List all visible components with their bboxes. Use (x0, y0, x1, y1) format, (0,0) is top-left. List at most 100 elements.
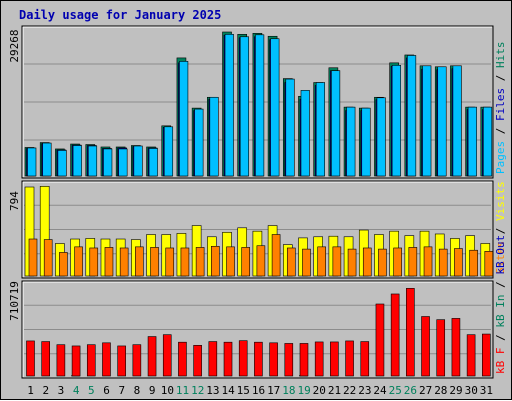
x-tick-label: 27 (419, 384, 432, 397)
x-tick-label: 20 (313, 384, 326, 397)
bar-kb-f (284, 343, 294, 377)
legend-entry: Files (494, 88, 507, 121)
bar-kb-f (466, 334, 476, 377)
bar-sites (180, 247, 190, 277)
bar-kb-f (117, 345, 126, 377)
bar-pages (422, 65, 432, 177)
bar-kb-f (147, 336, 157, 377)
bar-kb-f (299, 343, 309, 377)
bar-sites (226, 246, 235, 277)
bar-kb-f (451, 318, 461, 377)
bar-sites (59, 252, 68, 277)
legend-separator: / (494, 328, 507, 348)
bar-pages (209, 96, 219, 177)
bar-pages (57, 150, 67, 177)
x-tick-label: 31 (480, 384, 493, 397)
bar-kb-f (162, 334, 172, 377)
bar-pages (239, 36, 250, 177)
bar-pages (42, 142, 52, 177)
legend-separator: / (494, 275, 507, 295)
bar-sites (241, 247, 251, 277)
x-tick-label: 24 (373, 384, 387, 397)
bar-kb-f (238, 340, 248, 377)
bar-pages (285, 78, 295, 177)
x-tick-label: 9 (149, 384, 156, 397)
x-tick-label: 10 (161, 384, 174, 397)
bar-sites (74, 246, 83, 277)
bar-pages (452, 65, 462, 177)
legend-3: kB F / kB In / kB Out (494, 235, 507, 374)
bar-pages (179, 61, 189, 177)
bar-sites (393, 247, 402, 277)
bar-kb-f (41, 341, 50, 377)
x-tick-label: 2 (42, 384, 49, 397)
bar-sites (484, 251, 494, 277)
bar-kb-f (375, 303, 385, 377)
x-tick-label: 25 (389, 384, 402, 397)
bar-pages (194, 108, 204, 177)
x-tick-label: 30 (465, 384, 478, 397)
x-tick-label: 7 (118, 384, 125, 397)
bar-kb-f (482, 333, 491, 377)
bar-kb-f (223, 341, 233, 377)
bar-sites (135, 246, 144, 277)
bar-pages (331, 70, 341, 177)
legend-entry: kB Out (494, 235, 507, 275)
bar-sites (423, 246, 433, 277)
bar-kb-f (102, 342, 111, 377)
bar-kb-f (406, 288, 415, 377)
bar-sites (347, 248, 357, 277)
panel-frame-1 (21, 25, 494, 179)
bar-sites (408, 247, 418, 277)
x-tick-label: 3 (58, 384, 65, 397)
legend-separator: / (494, 121, 507, 141)
bar-pages (346, 106, 356, 177)
bar-kb-f (330, 341, 339, 377)
bar-sites (302, 248, 311, 277)
bar-sites (165, 247, 175, 277)
bar-sites (317, 246, 326, 277)
x-tick-label: 5 (88, 384, 95, 397)
bar-pages (255, 34, 265, 177)
bar-pages (467, 106, 477, 177)
bar-pages (148, 148, 158, 177)
bar-kb-f (360, 341, 370, 377)
x-tick-label: 1 (27, 384, 34, 397)
bar-pages (391, 64, 401, 177)
panel-frame-3 (21, 280, 494, 379)
bar-pages (103, 148, 113, 177)
legend-entry: Hits (494, 42, 507, 69)
bar-pages (224, 34, 234, 177)
bar-sites (211, 245, 220, 277)
bar-kb-f (86, 344, 96, 377)
bar-sites (43, 239, 53, 277)
legend-separator: / (494, 221, 507, 241)
y-max-label-1: 29268 (8, 29, 21, 62)
x-tick-label: 15 (237, 384, 250, 397)
bar-kb-f (345, 340, 354, 377)
x-tick-label: 4 (73, 384, 80, 397)
bar-pages (27, 147, 37, 177)
legend-separator: / (494, 68, 507, 88)
bar-kb-f (193, 345, 202, 377)
bar-kb-f (71, 345, 81, 377)
bar-kb-f (436, 319, 446, 377)
bar-sites (469, 249, 478, 277)
bar-kb-f (314, 341, 324, 377)
bar-pages (437, 66, 447, 177)
bar-pages (133, 145, 143, 177)
bar-kb-f (208, 341, 218, 377)
bar-pages (72, 145, 82, 177)
bar-pages (270, 38, 280, 177)
legend-entry: Visits (494, 181, 507, 221)
x-tick-label: 8 (134, 384, 141, 397)
bar-sites (332, 246, 342, 277)
bar-kb-f (421, 316, 430, 377)
bar-pages (87, 145, 98, 177)
bar-sites (104, 247, 114, 277)
x-tick-label: 22 (343, 384, 356, 397)
y-max-label-3: 710719 (8, 281, 21, 321)
x-tick-label: 16 (252, 384, 265, 397)
